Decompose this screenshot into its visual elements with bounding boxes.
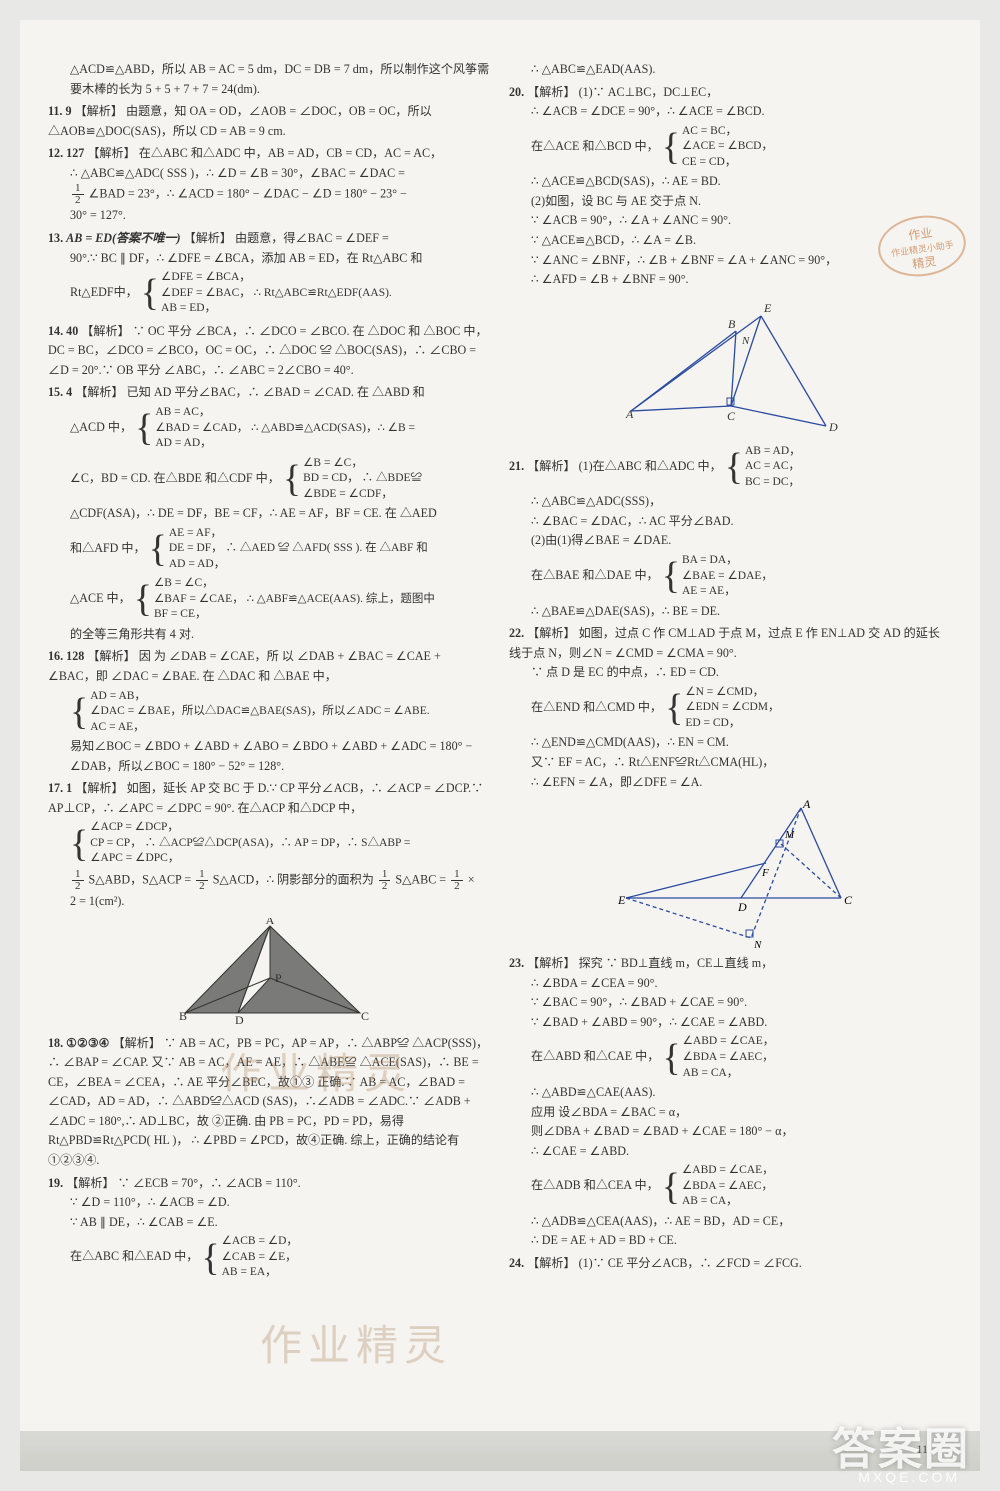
footer-watermark: 答案圈 <box>832 1413 970 1477</box>
tag: 【解析】 <box>75 104 123 118</box>
svg-text:N: N <box>753 939 762 948</box>
svg-text:D: D <box>235 1013 244 1027</box>
item-24: 24. 【解析】 (1)∵ CE 平分∠ACB，∴ ∠FCD = ∠FCG. <box>509 1254 952 1274</box>
item-15: 15. 4 【解析】 已知 AD 平分∠BAC，∴ ∠BAD = ∠CAD. 在… <box>48 383 491 644</box>
svg-text:C: C <box>844 893 853 907</box>
footer-sub: MXQE.COM <box>858 1469 960 1485</box>
item-13: 13. AB = ED(答案不唯一) 【解析】 由题意，得∠BAC = ∠DEF… <box>48 229 491 319</box>
pre-text: △ACD≌△ABD，所以 AB = AC = 5 dm，DC = DB = 7 … <box>48 60 491 99</box>
svg-text:A: A <box>625 407 634 421</box>
svg-text:C: C <box>361 1009 369 1023</box>
right-column: ∴ △ABC≌△EAD(AAS). 20. 【解析】 (1)∵ AC⊥BC，DC… <box>509 60 952 1423</box>
svg-text:D: D <box>737 900 747 914</box>
item-17: 17. 1 【解析】 如图，延长 AP 交 BC 于 D.∵ CP 平分∠ACB… <box>48 779 491 911</box>
svg-text:B: B <box>728 317 736 331</box>
svg-text:A: A <box>265 918 274 927</box>
item-14: 14. 40 【解析】 ∵ OC 平分 ∠BCA，∴ ∠DCO = ∠BCO. … <box>48 322 491 381</box>
svg-text:A: A <box>802 798 811 811</box>
brace: { ∠DFE = ∠BCA， ∠DEF = ∠BAC， ∴ Rt△ABC≌Rt△… <box>141 270 392 317</box>
item-23: 23. 【解析】 探究 ∵ BD⊥直线 m，CE⊥直线 m， ∴ ∠BDA = … <box>509 954 952 1251</box>
q-ans: 9 <box>65 104 71 118</box>
svg-text:C: C <box>727 409 736 423</box>
figure-20: A B C D E N <box>616 296 846 436</box>
svg-text:E: E <box>763 301 772 315</box>
left-column: △ACD≌△ABD，所以 AB = AC = 5 dm，DC = DB = 7 … <box>48 60 491 1423</box>
item-18: 18. ①②③④ 【解析】 ∵ AB = AC，PB = PC，AP = AP，… <box>48 1034 491 1171</box>
frac-half: 12 <box>72 183 84 206</box>
svg-text:P: P <box>275 971 282 985</box>
svg-text:F: F <box>761 867 769 879</box>
svg-text:M: M <box>784 829 795 841</box>
svg-text:N: N <box>741 335 750 347</box>
figure-22: A C D E F M N <box>606 798 856 948</box>
svg-text:E: E <box>617 893 626 907</box>
item-21: 21. 【解析】 (1)在△ABC 和△ADC 中， { AB = AD， AC… <box>509 442 952 621</box>
svg-text:B: B <box>179 1009 187 1023</box>
item-11: 11. 9 【解析】 由题意，知 OA = OD，∠AOB = ∠DOC，OB … <box>48 102 491 141</box>
item-20: 20. 【解析】 (1)∵ AC⊥BC，DC⊥EC， ∴ ∠ACB = ∠DCE… <box>509 83 952 290</box>
item-19: 19. 【解析】 ∵ ∠ECB = 70°，∴ ∠ACB = 110°. ∵ ∠… <box>48 1174 491 1283</box>
item-22: 22. 【解析】 如图，过点 C 作 CM⊥AD 于点 M，过点 E 作 EN⊥… <box>509 624 952 792</box>
figure-17: A B C D P <box>165 918 375 1028</box>
page-content: △ACD≌△ABD，所以 AB = AC = 5 dm，DC = DB = 7 … <box>20 20 980 1471</box>
svg-text:D: D <box>828 420 838 434</box>
q-num: 11. <box>48 104 62 118</box>
item-12: 12. 127 【解析】 在△ABC 和△ADC 中，AB = AD，CB = … <box>48 144 491 226</box>
item-16: 16. 128 【解析】 因 为 ∠DAB = ∠CAE，所 以 ∠DAB + … <box>48 647 491 776</box>
